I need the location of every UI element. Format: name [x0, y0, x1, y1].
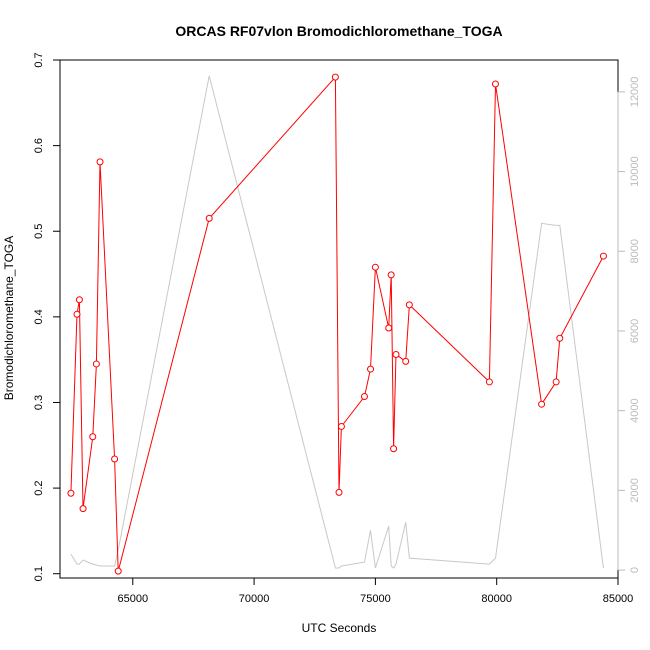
primary-series-line: [70, 75, 604, 572]
y2-tick-label: 6000: [629, 319, 641, 343]
y2-tick-label: 0: [629, 567, 641, 573]
data-point: [96, 158, 104, 166]
data-point: [371, 263, 379, 271]
secondary-series-line: [70, 75, 604, 569]
x-tick-label: 85000: [603, 593, 634, 605]
x-tick-label: 75000: [360, 593, 391, 605]
data-point: [485, 378, 493, 386]
y-tick-label: 0.7: [33, 52, 45, 67]
y-tick-label: 0.6: [33, 138, 45, 153]
data-point: [360, 392, 368, 400]
chart-title: ORCAS RF07vlon Bromodichloromethane_TOGA: [175, 23, 502, 39]
y-tick-label: 0.2: [33, 480, 45, 495]
x-tick-label: 70000: [239, 593, 270, 605]
data-point: [114, 567, 122, 575]
data-point: [67, 489, 75, 497]
y2-tick-label: 8000: [629, 239, 641, 263]
data-point: [367, 365, 375, 373]
data-point: [89, 433, 97, 441]
axes: 65000 70000 75000 80000 850000.10.20.30.40.5…: [33, 52, 641, 605]
data-point: [390, 445, 398, 453]
y-tick-label: 0.1: [33, 566, 45, 581]
y-tick-label: 0.5: [33, 224, 45, 239]
data-point: [392, 351, 400, 359]
y2-tick-label: 2000: [629, 478, 641, 502]
y2-tick-label: 4000: [629, 398, 641, 422]
data-point: [538, 400, 546, 408]
series-layer: [67, 73, 607, 575]
data-point: [335, 488, 343, 496]
data-point: [111, 455, 119, 463]
y-tick-label: 0.4: [33, 309, 45, 324]
data-point: [385, 324, 393, 332]
data-point: [402, 357, 410, 365]
x-axis-label: UTC Seconds: [302, 621, 377, 635]
y2-tick-label: 10000: [629, 156, 641, 187]
y2-tick-label: 12000: [629, 77, 641, 108]
data-point: [205, 214, 213, 222]
data-point: [552, 378, 560, 386]
data-point: [337, 422, 345, 430]
data-point: [75, 296, 83, 304]
data-point: [387, 271, 395, 279]
plot-frame: [59, 59, 619, 579]
data-point: [73, 310, 81, 318]
data-point: [405, 301, 413, 309]
data-point: [599, 252, 607, 260]
data-point: [331, 73, 339, 81]
data-point: [556, 334, 564, 342]
x-tick-label: 65000: [117, 593, 148, 605]
data-point: [92, 360, 100, 368]
x-tick-label: 80000: [481, 593, 512, 605]
data-point: [491, 80, 499, 88]
data-point: [79, 505, 87, 513]
y-axis-label: Bromodichloromethane_TOGA: [2, 236, 16, 401]
y-tick-label: 0.3: [33, 395, 45, 410]
